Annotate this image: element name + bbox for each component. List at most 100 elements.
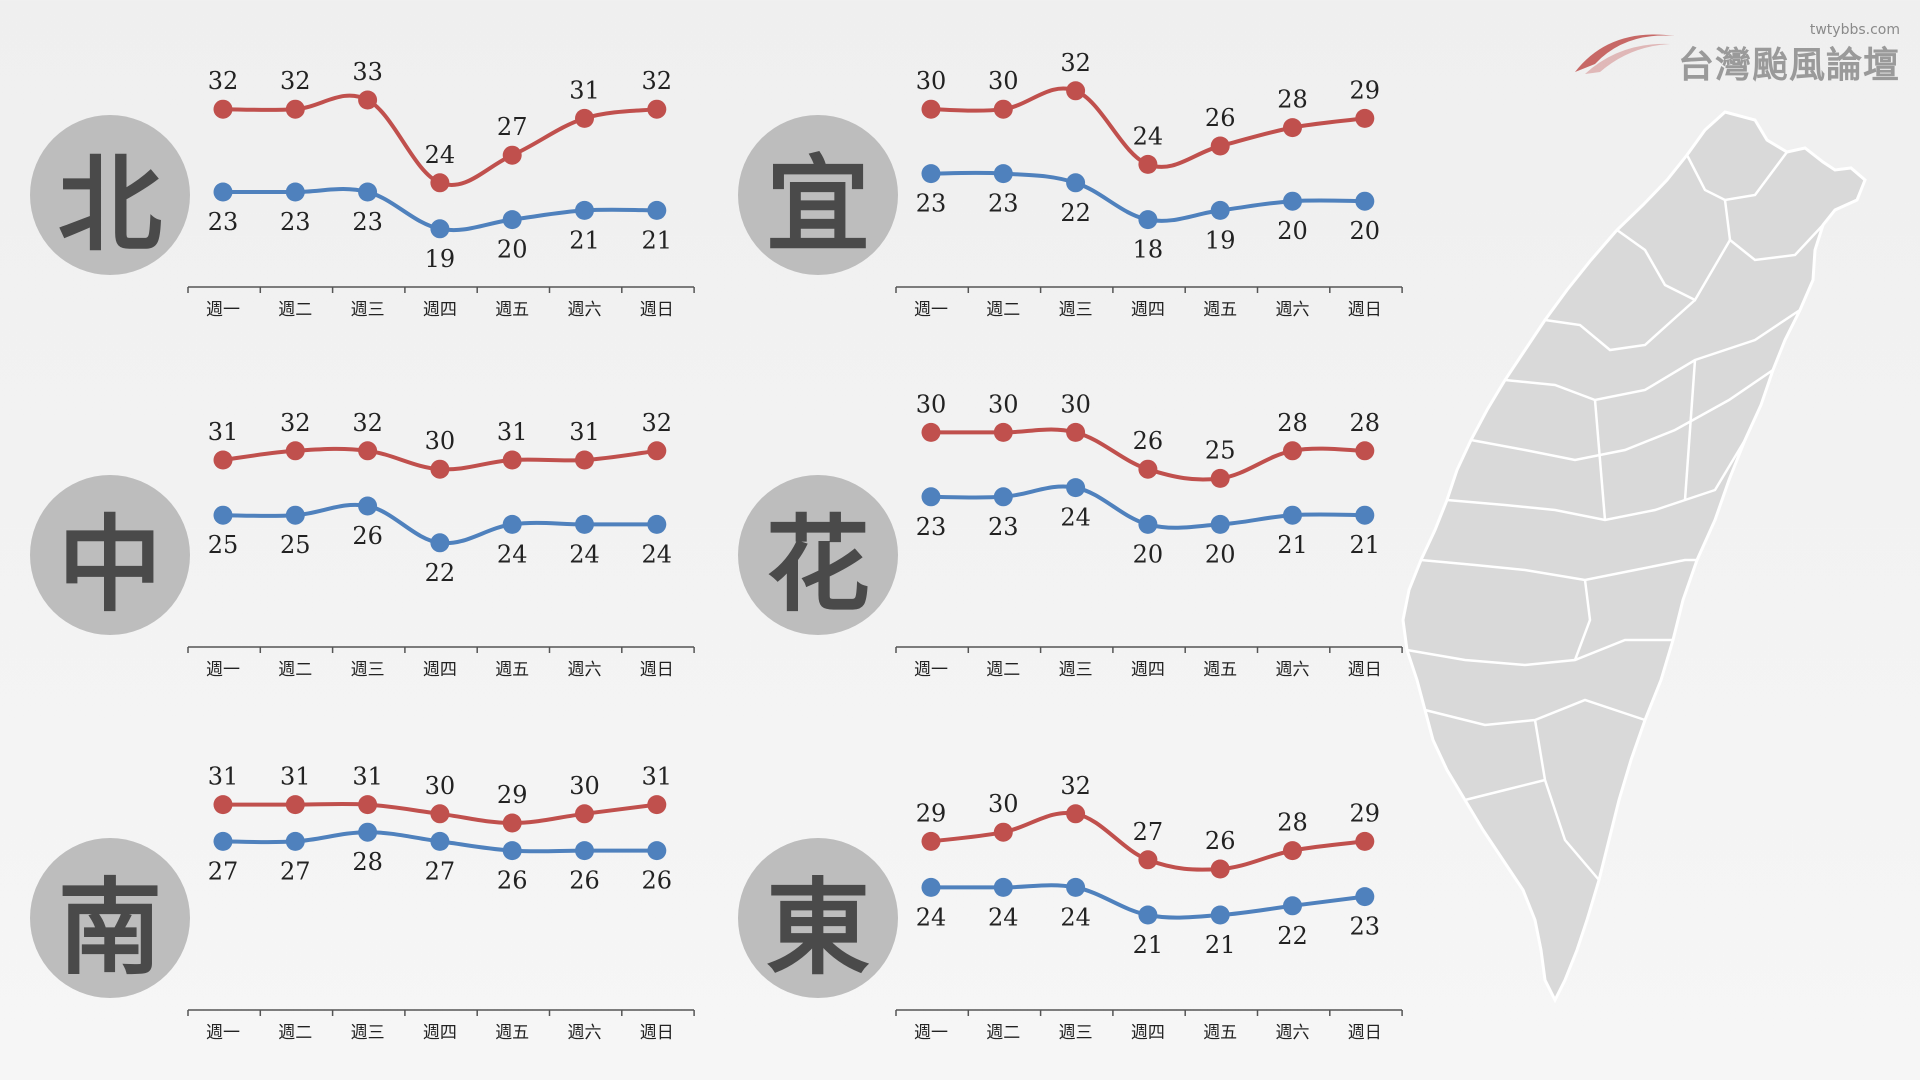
tick-label: 週日 bbox=[640, 300, 674, 320]
data-point bbox=[647, 99, 667, 119]
panel-south: 南 週一 週二 週三 週四 週五 週六 週日 31 31 31 30 29 30 31 27 27 28 27 26… bbox=[30, 763, 730, 1068]
chart-yilan: 週一 週二 週三 週四 週五 週六 週日 30 30 32 24 26 28 29 23 23 22 18 19 20… bbox=[895, 49, 1403, 320]
data-point bbox=[502, 145, 522, 165]
data-label: 27 bbox=[1133, 818, 1164, 846]
panel-hualien: 花 週一 週二 週三 週四 週五 週六 週日 30 30 30 26 25 28 28 23 23 24 20 20… bbox=[738, 390, 1438, 705]
data-point bbox=[1355, 831, 1375, 851]
brand-name: 台灣颱風論壇 bbox=[1677, 45, 1900, 86]
data-label: 31 bbox=[497, 418, 528, 446]
tick-label: 週二 bbox=[278, 660, 312, 680]
data-point bbox=[921, 164, 941, 184]
data-label: 25 bbox=[208, 531, 239, 559]
data-label: 26 bbox=[1133, 427, 1164, 455]
data-point bbox=[1138, 210, 1158, 230]
data-point bbox=[430, 459, 450, 479]
region-badge: 東 bbox=[738, 838, 898, 998]
data-point bbox=[647, 200, 667, 220]
data-point bbox=[1355, 441, 1375, 461]
tick-label: 週一 bbox=[206, 1023, 240, 1043]
data-label: 21 bbox=[1277, 531, 1308, 559]
tick-label: 週五 bbox=[1203, 1023, 1237, 1043]
region-badge: 南 bbox=[30, 838, 190, 998]
data-label: 27 bbox=[208, 857, 239, 885]
panel-central: 中 週一 週二 週三 週四 週五 週六 週日 31 32 32 30 31 31 32 25 25 26 22 24… bbox=[30, 405, 730, 705]
data-label: 23 bbox=[208, 208, 239, 236]
data-point bbox=[921, 831, 941, 851]
data-label: 20 bbox=[1133, 540, 1164, 568]
panel-east: 東 週一 週二 週三 週四 週五 週六 週日 29 30 32 27 26 28 29 24 24 24 21 21… bbox=[738, 768, 1438, 1068]
data-point bbox=[285, 441, 305, 461]
data-point bbox=[1138, 850, 1158, 870]
tick-label: 週日 bbox=[640, 1023, 674, 1043]
data-point bbox=[358, 441, 378, 461]
data-point bbox=[993, 487, 1013, 507]
data-label: 30 bbox=[988, 790, 1019, 818]
tick-label: 週五 bbox=[495, 1023, 529, 1043]
data-point bbox=[213, 182, 233, 202]
data-label: 21 bbox=[1133, 931, 1164, 959]
data-point bbox=[358, 90, 378, 110]
tick-label: 週四 bbox=[423, 1023, 457, 1043]
data-point bbox=[647, 514, 667, 534]
tick-label: 週三 bbox=[1059, 300, 1093, 320]
data-label: 27 bbox=[425, 857, 456, 885]
panel-north: 北 週一 週二 週三 週四 週五 週六 週日 32 32 33 24 27 31 32 23 23 23 19 20… bbox=[30, 45, 730, 345]
tick-label: 週日 bbox=[1348, 300, 1382, 320]
data-label: 26 bbox=[1205, 827, 1236, 855]
data-point bbox=[285, 182, 305, 202]
tick-label: 週二 bbox=[278, 1023, 312, 1043]
data-label: 23 bbox=[916, 190, 947, 218]
data-label: 24 bbox=[642, 540, 673, 568]
data-point bbox=[1210, 514, 1230, 534]
data-label: 20 bbox=[1205, 540, 1236, 568]
data-point bbox=[502, 514, 522, 534]
chart-south: 週一 週二 週三 週四 週五 週六 週日 31 31 31 30 29 30 31 27 27 28 27 26 26… bbox=[187, 763, 695, 1043]
data-point bbox=[285, 99, 305, 119]
region-badge: 北 bbox=[30, 115, 190, 275]
data-label: 20 bbox=[1350, 217, 1381, 245]
tick-label: 週一 bbox=[206, 300, 240, 320]
tick-label: 週六 bbox=[568, 300, 602, 320]
tick-label: 週二 bbox=[278, 300, 312, 320]
tick-label: 週五 bbox=[495, 660, 529, 680]
data-label: 29 bbox=[497, 781, 528, 809]
tick-label: 週六 bbox=[1276, 300, 1310, 320]
data-label: 23 bbox=[280, 208, 311, 236]
data-point bbox=[647, 841, 667, 861]
data-label: 29 bbox=[1350, 76, 1381, 104]
data-label: 30 bbox=[425, 772, 456, 800]
data-point bbox=[647, 795, 667, 815]
data-label: 23 bbox=[988, 190, 1019, 218]
data-label: 26 bbox=[642, 867, 673, 895]
data-label: 31 bbox=[642, 763, 673, 791]
data-point bbox=[213, 99, 233, 119]
data-point bbox=[213, 450, 233, 470]
data-label: 28 bbox=[1277, 409, 1308, 437]
data-point bbox=[1283, 191, 1302, 211]
data-label: 22 bbox=[1277, 922, 1308, 950]
data-point bbox=[575, 841, 594, 861]
data-point bbox=[1355, 505, 1375, 525]
data-point bbox=[993, 822, 1013, 842]
data-label: 23 bbox=[1350, 913, 1381, 941]
data-label: 30 bbox=[425, 427, 456, 455]
data-label: 24 bbox=[425, 141, 456, 169]
data-label: 30 bbox=[916, 390, 947, 418]
data-point bbox=[1066, 877, 1086, 897]
data-label: 18 bbox=[1133, 236, 1164, 264]
data-point bbox=[1066, 804, 1086, 824]
tick-label: 週一 bbox=[914, 660, 948, 680]
data-point bbox=[358, 496, 378, 516]
tick-label: 週一 bbox=[206, 660, 240, 680]
tick-label: 週三 bbox=[351, 1023, 385, 1043]
data-label: 20 bbox=[497, 236, 528, 264]
data-point bbox=[1066, 173, 1086, 193]
data-point bbox=[1210, 905, 1230, 925]
data-point bbox=[647, 441, 667, 461]
data-point bbox=[430, 533, 450, 553]
tick-label: 週五 bbox=[1203, 300, 1237, 320]
data-label: 23 bbox=[352, 208, 383, 236]
data-label: 32 bbox=[208, 67, 239, 95]
data-label: 29 bbox=[1350, 799, 1381, 827]
data-point bbox=[1066, 422, 1086, 442]
